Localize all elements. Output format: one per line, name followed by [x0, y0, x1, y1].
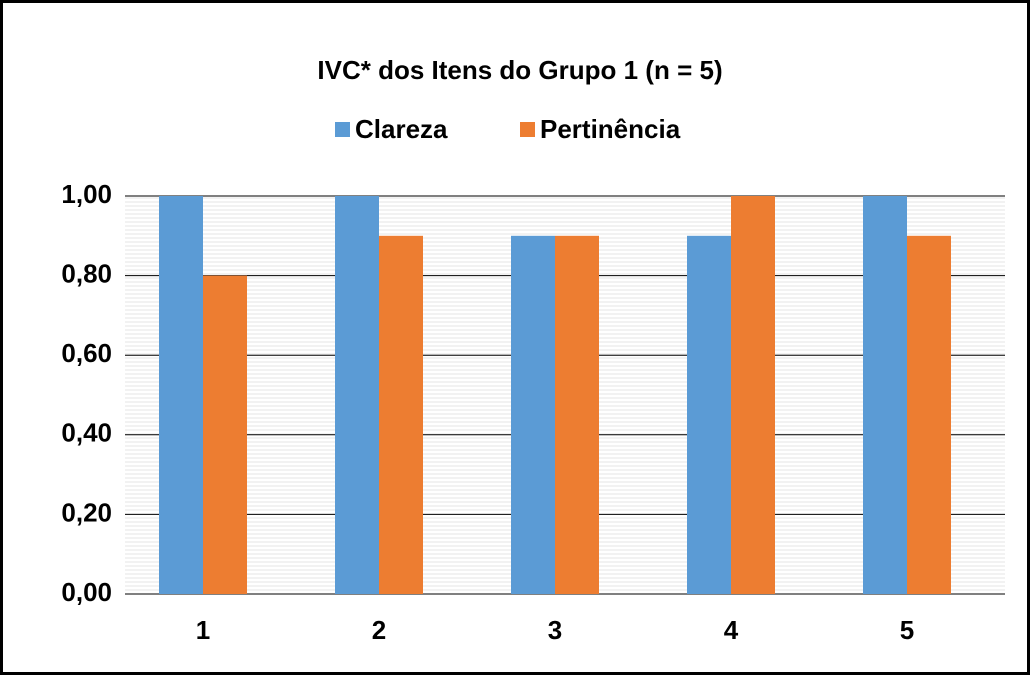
- chart-title: IVC* dos Itens do Grupo 1 (n = 5): [317, 55, 722, 85]
- x-tick-label: 5: [900, 615, 914, 645]
- y-tick-label: 0,20: [61, 497, 112, 527]
- y-tick-label: 1,00: [61, 179, 112, 209]
- x-tick-label: 1: [196, 615, 210, 645]
- legend-swatch: [520, 122, 535, 137]
- legend-swatch: [335, 122, 350, 137]
- bar: [379, 235, 423, 595]
- bar: [335, 196, 379, 594]
- x-tick-label: 3: [548, 615, 562, 645]
- bar: [731, 196, 775, 594]
- bar: [863, 196, 907, 594]
- bar: [159, 196, 203, 594]
- y-tick-label: 0,60: [61, 338, 112, 368]
- x-tick-label: 4: [724, 615, 739, 645]
- bar: [203, 275, 247, 594]
- y-tick-label: 0,80: [61, 258, 112, 288]
- bar: [687, 235, 731, 595]
- y-tick-label: 0,40: [61, 418, 112, 448]
- y-tick-label: 0,00: [61, 577, 112, 607]
- bar: [555, 235, 599, 595]
- legend-label: Pertinência: [540, 114, 681, 144]
- x-tick-label: 2: [372, 615, 386, 645]
- legend-label: Clareza: [355, 114, 448, 144]
- bar: [511, 235, 555, 595]
- bar: [907, 235, 951, 595]
